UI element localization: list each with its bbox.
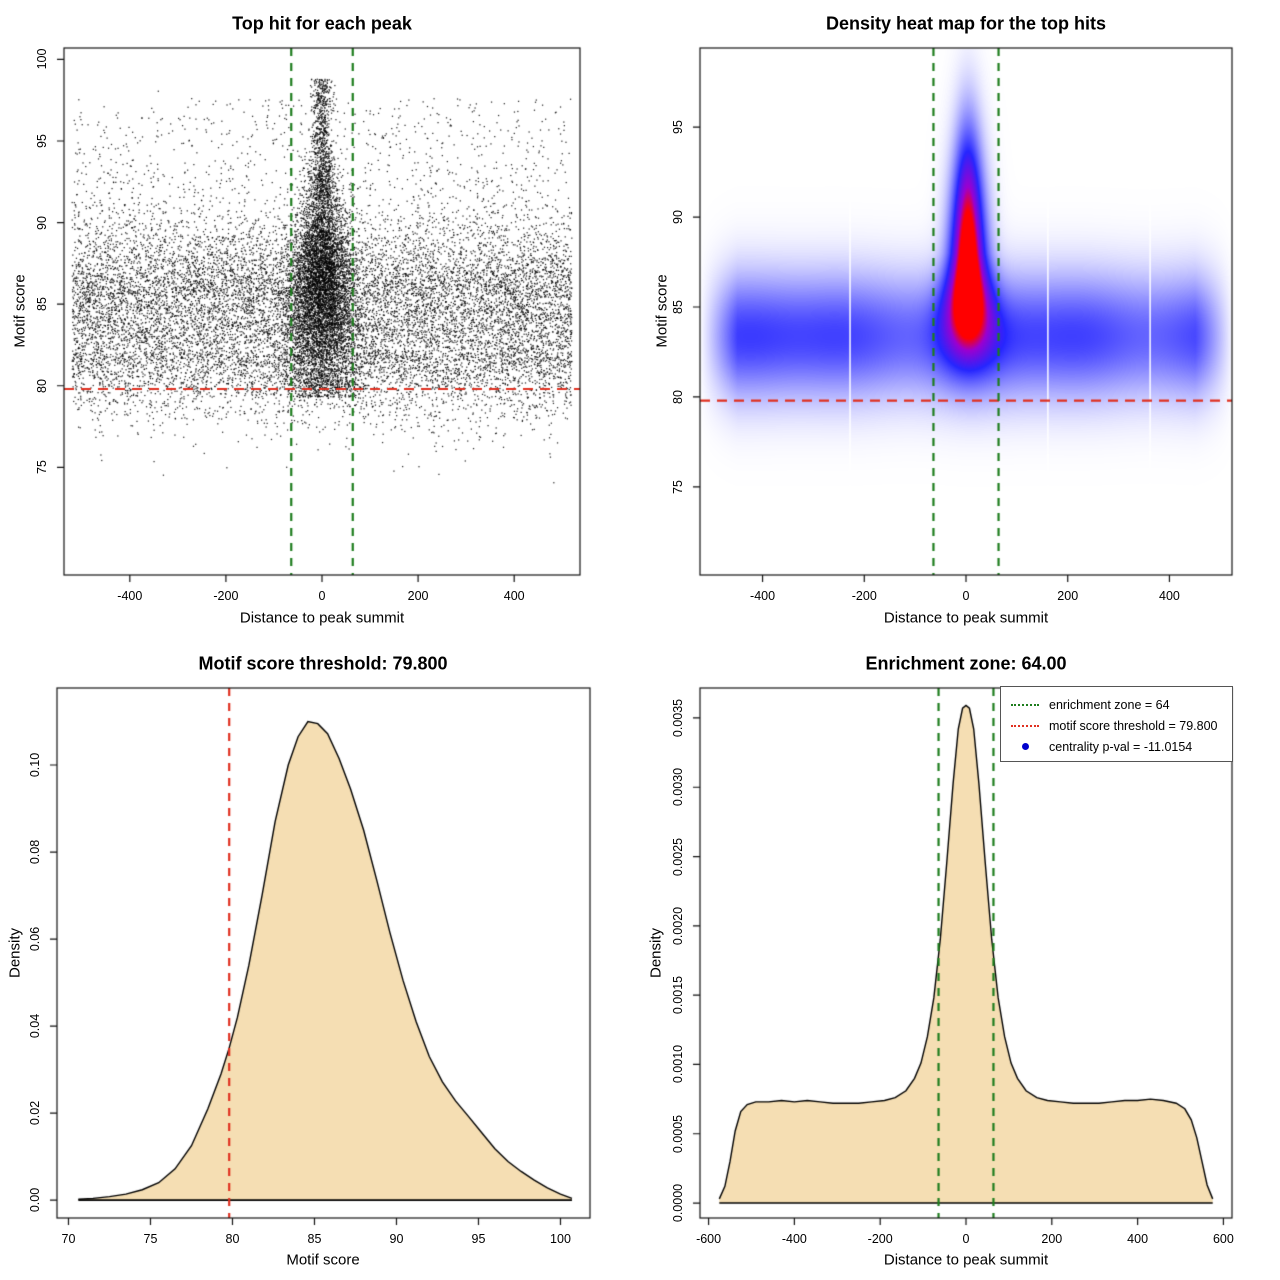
four-panel-motif-figure: Top hit for each peak Density heat map f… (0, 0, 1280, 1280)
chart-canvas (0, 0, 1280, 1280)
